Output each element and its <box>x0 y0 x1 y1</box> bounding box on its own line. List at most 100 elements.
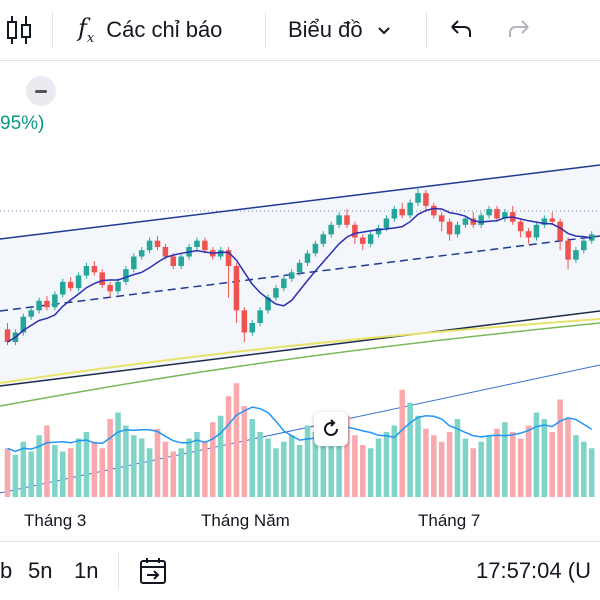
volume-bar <box>525 425 532 497</box>
indicators-button[interactable]: fx Các chỉ báo <box>78 0 222 60</box>
volume-bar <box>123 425 129 497</box>
candle-body <box>502 212 508 219</box>
volume-bar <box>454 419 461 497</box>
volume-bar <box>462 438 469 497</box>
price-chart[interactable] <box>0 61 600 501</box>
time-axis-label: Tháng 3 <box>24 511 87 530</box>
candle-body <box>557 221 563 241</box>
toolbar-bottom-border <box>0 60 600 61</box>
candle-body <box>304 253 311 263</box>
candle-body <box>131 256 137 270</box>
volume-bar <box>4 448 11 497</box>
candle-body <box>217 250 224 257</box>
volume-bar <box>154 428 161 497</box>
volume-bar <box>573 435 579 497</box>
chart-type-button[interactable]: Biểu đồ <box>288 0 393 60</box>
volume-bar <box>273 448 279 497</box>
candle-body <box>75 275 82 289</box>
volume-bar <box>265 438 271 497</box>
candle-body <box>265 297 271 311</box>
candle-body <box>486 209 492 216</box>
volume-bar <box>494 428 500 497</box>
volume-bar <box>407 402 413 497</box>
volume-bar <box>470 448 477 497</box>
range-button[interactable]: b <box>0 558 13 583</box>
volume-bar <box>288 435 295 497</box>
candle-body <box>249 323 255 333</box>
volume-bar <box>438 441 445 497</box>
toolbar-divider <box>265 12 266 48</box>
volume-bar <box>28 451 34 497</box>
candle-body <box>581 240 587 251</box>
candle-body <box>312 243 319 254</box>
candle-body <box>407 202 413 216</box>
volume-bar <box>225 396 232 497</box>
reset-chart-button[interactable] <box>314 412 348 446</box>
candle-body <box>296 262 303 273</box>
redo-button[interactable] <box>506 0 532 60</box>
candle-body <box>462 218 469 225</box>
volume-bar <box>202 441 208 497</box>
volume-bar <box>533 412 540 497</box>
candle-body <box>67 281 74 289</box>
volume-bar <box>233 383 240 497</box>
volume-bar <box>352 435 358 497</box>
volume-bar <box>557 399 563 497</box>
volume-bar <box>60 451 66 497</box>
volume-bar <box>581 441 587 497</box>
volume-bar <box>115 412 121 497</box>
candle-body <box>573 250 579 260</box>
candle-body <box>470 218 477 225</box>
volume-bar <box>210 422 216 497</box>
clock-timezone[interactable]: 17:57:04 (U <box>476 558 591 583</box>
calendar-icon <box>140 558 166 584</box>
volume-bar <box>383 432 390 497</box>
candle-body <box>4 329 11 342</box>
collapse-legend-button[interactable] <box>26 76 56 106</box>
volume-bar <box>328 422 334 497</box>
indicators-label: Các chỉ báo <box>106 17 223 42</box>
volume-bar <box>44 425 50 497</box>
candle-body <box>107 285 113 292</box>
candle-body <box>352 224 358 238</box>
candle-body <box>454 224 461 235</box>
volume-bar <box>91 441 98 497</box>
fx-icon: fx <box>78 14 95 46</box>
go-to-date-button[interactable] <box>138 542 168 600</box>
range-5y-button[interactable]: 5n <box>28 558 53 583</box>
redo-icon <box>509 20 529 37</box>
bottom-bar-border <box>0 541 600 542</box>
long-ma-yellow <box>0 318 600 384</box>
candle-body <box>533 224 540 238</box>
candle-body <box>431 205 437 216</box>
volume-bar <box>565 419 571 497</box>
candle-body <box>273 288 279 298</box>
volume-bar <box>344 415 350 497</box>
volume-bar <box>170 451 177 497</box>
candle-body <box>138 250 145 257</box>
volume-ma-line <box>7 406 593 453</box>
candle-body <box>36 300 42 311</box>
undo-button[interactable] <box>448 0 474 60</box>
volume-bar <box>423 428 429 497</box>
candle-body <box>123 269 129 282</box>
volume-bar <box>75 438 82 497</box>
candle-body <box>336 215 342 225</box>
chevron-down-icon <box>377 27 390 35</box>
candle-body <box>162 247 169 257</box>
time-axis: Tháng 3 Tháng Năm Tháng 7 <box>0 501 600 541</box>
candle-body <box>146 240 153 251</box>
range-1y-button[interactable]: 1n <box>74 558 99 583</box>
refresh-icon <box>324 419 338 436</box>
candle-body <box>241 310 248 333</box>
candle-body <box>320 234 327 244</box>
volume-bar <box>12 454 19 497</box>
volume-bar <box>162 441 169 497</box>
volume-bar <box>146 448 153 497</box>
candlestick-icon[interactable] <box>4 0 34 60</box>
volume-bar <box>446 432 453 497</box>
volume-bar <box>36 435 42 497</box>
candle-body <box>99 272 105 285</box>
candle-body <box>549 218 555 222</box>
volume-bar <box>186 438 192 497</box>
